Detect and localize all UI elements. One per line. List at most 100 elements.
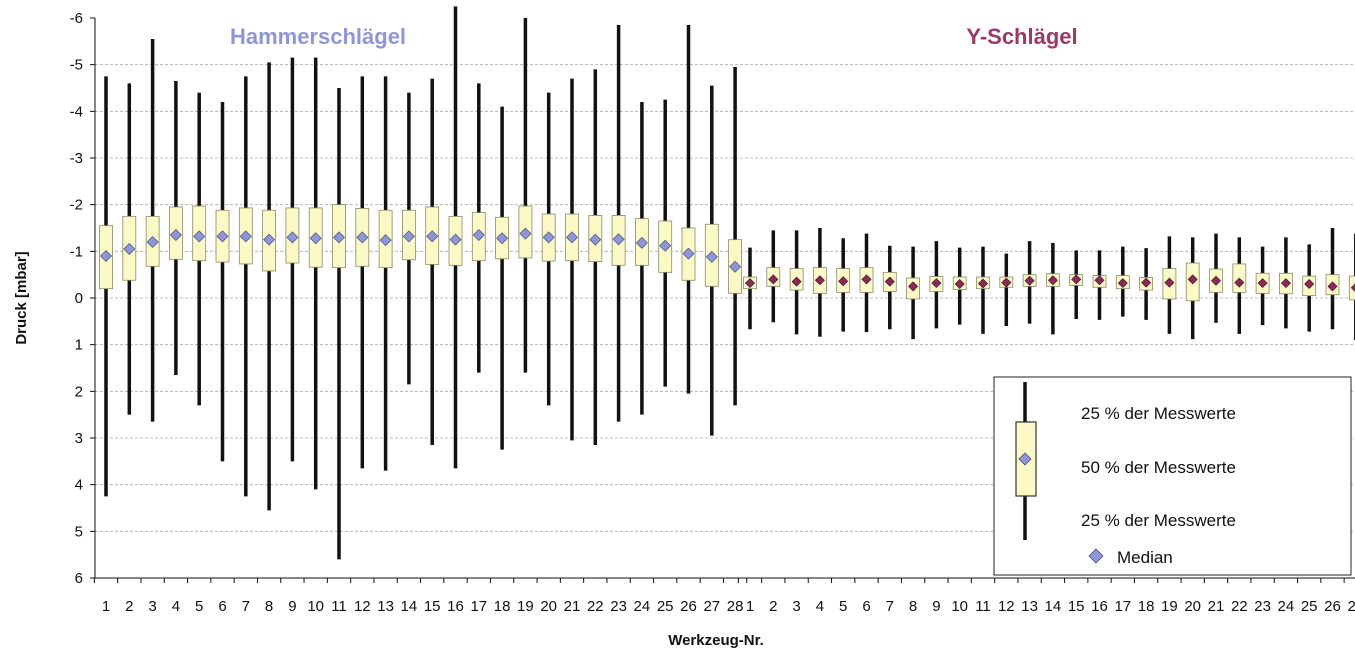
x-tick-label: 3 <box>792 598 800 615</box>
y-axis-title: Druck [mbar] <box>13 251 30 344</box>
x-tick-label: 14 <box>1045 598 1062 615</box>
x-tick-label: 6 <box>862 598 870 615</box>
x-tick-label: 20 <box>1184 598 1201 615</box>
x-tick-label: 16 <box>447 598 464 615</box>
group-title-hammerschlaegel: Hammerschlägel <box>230 24 406 49</box>
x-tick-label: 3 <box>148 598 156 615</box>
x-tick-label: 13 <box>1021 598 1038 615</box>
x-tick-label: 17 <box>1114 598 1131 615</box>
x-tick-label: 12 <box>998 598 1015 615</box>
median-marker <box>496 232 509 245</box>
x-tick-label: 22 <box>587 598 604 615</box>
y-tick-label: -3 <box>70 150 83 167</box>
median-marker <box>1187 274 1198 285</box>
x-tick-label: 2 <box>769 598 777 615</box>
x-tick-label: 9 <box>932 598 940 615</box>
median-marker <box>309 232 322 245</box>
legend-frame <box>993 376 1352 576</box>
median-marker <box>1047 275 1058 286</box>
x-tick-label: 19 <box>1161 598 1178 615</box>
median-marker <box>1071 274 1082 285</box>
median-marker <box>216 230 229 243</box>
y-axis: -6 -5 -4 -3 -2 -1 0 1 2 3 4 5 6 <box>70 10 96 587</box>
legend: 25 % der Messwerte 50 % der Messwerte 25… <box>993 376 1352 576</box>
y-tick-label: -2 <box>70 197 83 214</box>
x-tick-label: 4 <box>172 598 180 615</box>
x-tick-label: 10 <box>951 598 968 615</box>
x-tick-label: 27 <box>1347 598 1355 615</box>
median-marker <box>838 276 849 287</box>
x-tick-label: 11 <box>975 598 991 615</box>
legend-box-median-marker <box>1018 452 1032 466</box>
x-tick-label: 19 <box>517 598 534 615</box>
y-tick-label: -5 <box>70 57 83 74</box>
x-tick-label: 25 <box>1301 598 1318 615</box>
median-marker <box>635 236 648 249</box>
median-marker <box>100 250 112 262</box>
legend-upper-whisker-label: 25 % der Messwerte <box>1081 404 1236 423</box>
y-tick-label: 1 <box>75 337 83 354</box>
x-tick-label: 8 <box>909 598 917 615</box>
median-marker <box>745 278 755 289</box>
median-marker <box>931 278 942 289</box>
x-tick-label: 15 <box>1068 598 1085 615</box>
median-marker <box>1117 278 1128 289</box>
median-marker <box>193 230 206 243</box>
median-marker <box>1327 281 1338 292</box>
x-tick-label: 9 <box>288 598 296 615</box>
x-tick-label: 28 <box>727 598 744 615</box>
x-tick-label: 24 <box>634 598 651 615</box>
x-tick-label: 21 <box>1208 598 1225 615</box>
x-tick-label: 1 <box>746 598 754 615</box>
x-tick-label: 5 <box>839 598 847 615</box>
median-marker <box>682 247 695 260</box>
x-tick-label: 22 <box>1231 598 1248 615</box>
median-marker <box>1211 275 1221 286</box>
median-marker <box>1001 277 1012 288</box>
median-marker <box>239 230 252 243</box>
x-tick-label: 2 <box>125 598 133 615</box>
x-tick-label: 26 <box>1324 598 1341 615</box>
median-marker <box>333 231 345 244</box>
x-tick-label: 5 <box>195 598 203 615</box>
y-tick-label: -1 <box>70 243 83 260</box>
x-tick-label: 16 <box>1091 598 1108 615</box>
median-marker <box>659 239 672 252</box>
x-tick-label: 14 <box>401 598 418 615</box>
x-tick-label: 17 <box>470 598 487 615</box>
median-marker <box>589 233 602 246</box>
legend-lower-whisker-label: 25 % der Messwerte <box>1081 511 1236 530</box>
group-title-y-schlaegel: Y-Schlägel <box>966 24 1077 49</box>
median-marker <box>263 233 276 246</box>
median-marker <box>1141 277 1152 288</box>
x-tick-label: 7 <box>242 598 250 615</box>
median-marker <box>1024 275 1035 286</box>
median-marker <box>791 276 802 287</box>
median-marker <box>1257 278 1268 289</box>
y-tick-label: -4 <box>70 103 83 120</box>
x-axis-title: Werkzeug-Nr. <box>668 632 764 649</box>
median-marker <box>705 250 718 263</box>
x-tick-label: 18 <box>494 598 511 615</box>
median-marker <box>612 233 625 246</box>
x-tick-label: 15 <box>424 598 441 615</box>
median-marker <box>566 231 578 244</box>
x-tick-label: 21 <box>564 598 581 615</box>
median-marker <box>472 229 485 241</box>
y-tick-label: 0 <box>75 290 83 307</box>
median-marker <box>519 227 532 240</box>
x-tick-label: 18 <box>1138 598 1155 615</box>
median-marker <box>908 281 919 292</box>
median-marker <box>426 230 439 243</box>
y-tick-label: 2 <box>75 383 83 400</box>
x-tick-label: 10 <box>307 598 324 615</box>
median-marker <box>1280 278 1291 289</box>
x-tick-label: 23 <box>610 598 627 615</box>
plot-area <box>99 6 1355 560</box>
x-tick-label: 6 <box>218 598 226 615</box>
y-tick-label: 4 <box>75 477 83 494</box>
x-tick-label: 4 <box>816 598 824 615</box>
x-tick-label: 12 <box>354 598 371 615</box>
y-tick-label: -6 <box>70 10 83 27</box>
